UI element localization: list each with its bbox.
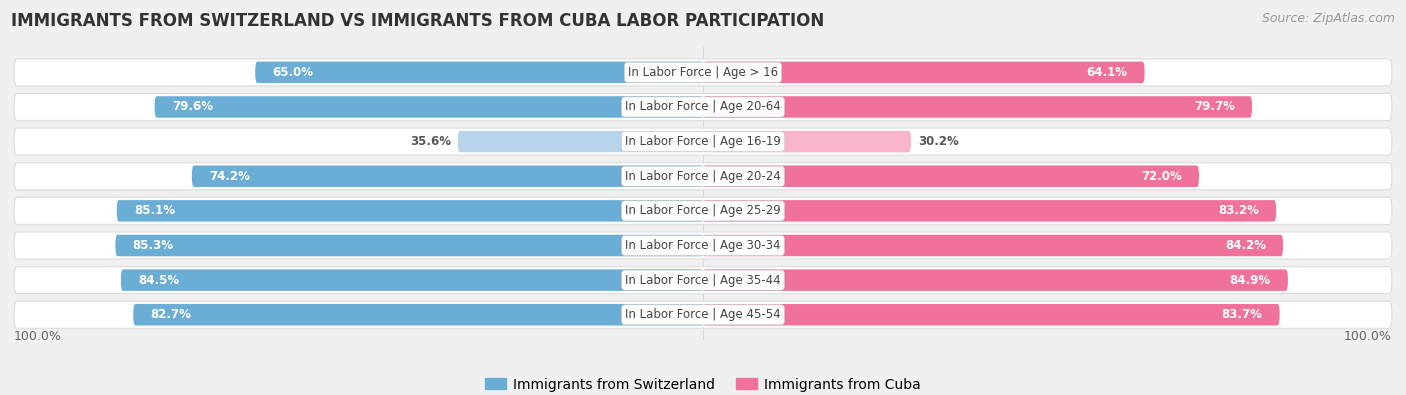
Text: 85.3%: 85.3% xyxy=(132,239,173,252)
Text: 100.0%: 100.0% xyxy=(1344,330,1392,343)
Text: 85.1%: 85.1% xyxy=(134,204,174,217)
FancyBboxPatch shape xyxy=(14,232,1392,259)
Text: In Labor Force | Age 25-29: In Labor Force | Age 25-29 xyxy=(626,204,780,217)
FancyBboxPatch shape xyxy=(703,200,1277,222)
Text: In Labor Force | Age 20-64: In Labor Force | Age 20-64 xyxy=(626,100,780,113)
Text: 84.2%: 84.2% xyxy=(1225,239,1265,252)
FancyBboxPatch shape xyxy=(703,166,1199,187)
Text: In Labor Force | Age 20-24: In Labor Force | Age 20-24 xyxy=(626,170,780,183)
FancyBboxPatch shape xyxy=(703,304,1279,325)
FancyBboxPatch shape xyxy=(703,269,1288,291)
Text: In Labor Force | Age > 16: In Labor Force | Age > 16 xyxy=(628,66,778,79)
FancyBboxPatch shape xyxy=(155,96,703,118)
FancyBboxPatch shape xyxy=(458,131,703,152)
Text: 64.1%: 64.1% xyxy=(1087,66,1128,79)
Text: In Labor Force | Age 35-44: In Labor Force | Age 35-44 xyxy=(626,274,780,287)
FancyBboxPatch shape xyxy=(254,62,703,83)
Text: 82.7%: 82.7% xyxy=(150,308,191,321)
Text: 100.0%: 100.0% xyxy=(14,330,62,343)
FancyBboxPatch shape xyxy=(703,235,1284,256)
Text: 74.2%: 74.2% xyxy=(209,170,250,183)
Text: In Labor Force | Age 30-34: In Labor Force | Age 30-34 xyxy=(626,239,780,252)
FancyBboxPatch shape xyxy=(115,235,703,256)
FancyBboxPatch shape xyxy=(14,94,1392,120)
FancyBboxPatch shape xyxy=(117,200,703,222)
Text: 35.6%: 35.6% xyxy=(409,135,451,148)
Text: 83.2%: 83.2% xyxy=(1218,204,1258,217)
FancyBboxPatch shape xyxy=(14,128,1392,155)
FancyBboxPatch shape xyxy=(14,301,1392,328)
FancyBboxPatch shape xyxy=(703,96,1253,118)
Text: 79.6%: 79.6% xyxy=(172,100,212,113)
Text: 65.0%: 65.0% xyxy=(273,66,314,79)
FancyBboxPatch shape xyxy=(703,62,1144,83)
Text: Source: ZipAtlas.com: Source: ZipAtlas.com xyxy=(1261,12,1395,25)
Text: In Labor Force | Age 16-19: In Labor Force | Age 16-19 xyxy=(626,135,780,148)
FancyBboxPatch shape xyxy=(191,166,703,187)
Text: IMMIGRANTS FROM SWITZERLAND VS IMMIGRANTS FROM CUBA LABOR PARTICIPATION: IMMIGRANTS FROM SWITZERLAND VS IMMIGRANT… xyxy=(11,12,824,30)
Text: 84.5%: 84.5% xyxy=(138,274,179,287)
Text: 72.0%: 72.0% xyxy=(1142,170,1182,183)
FancyBboxPatch shape xyxy=(14,267,1392,293)
Legend: Immigrants from Switzerland, Immigrants from Cuba: Immigrants from Switzerland, Immigrants … xyxy=(479,372,927,395)
FancyBboxPatch shape xyxy=(121,269,703,291)
FancyBboxPatch shape xyxy=(14,163,1392,190)
Text: 30.2%: 30.2% xyxy=(918,135,959,148)
FancyBboxPatch shape xyxy=(14,59,1392,86)
Text: 84.9%: 84.9% xyxy=(1230,274,1271,287)
Text: 83.7%: 83.7% xyxy=(1222,308,1263,321)
FancyBboxPatch shape xyxy=(703,131,911,152)
FancyBboxPatch shape xyxy=(134,304,703,325)
FancyBboxPatch shape xyxy=(14,198,1392,224)
Text: In Labor Force | Age 45-54: In Labor Force | Age 45-54 xyxy=(626,308,780,321)
Text: 79.7%: 79.7% xyxy=(1194,100,1234,113)
